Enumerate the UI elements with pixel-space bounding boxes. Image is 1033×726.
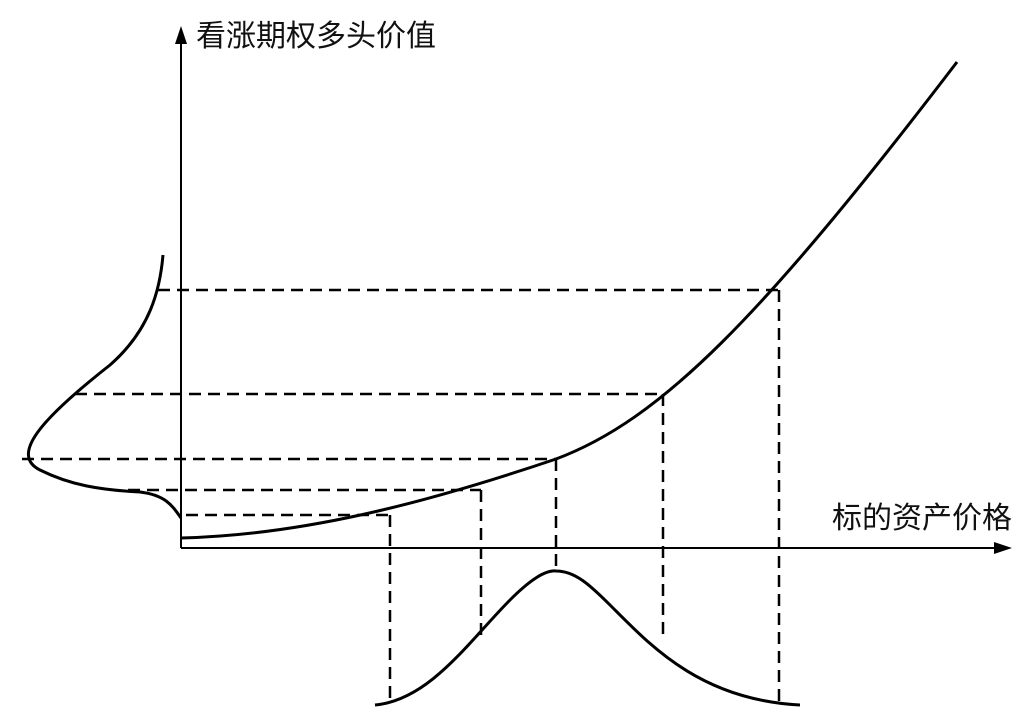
- guides: [22, 288, 781, 702]
- y-axis-label: 看涨期权多头价值: [196, 19, 436, 54]
- y-arrow: [175, 26, 187, 44]
- value-distribution: [27, 254, 183, 519]
- option-value-curve: [180, 61, 959, 540]
- price-distribution: [374, 569, 801, 707]
- x-axis-label: 标的资产价格: [832, 501, 1012, 536]
- x-arrow: [994, 542, 1012, 554]
